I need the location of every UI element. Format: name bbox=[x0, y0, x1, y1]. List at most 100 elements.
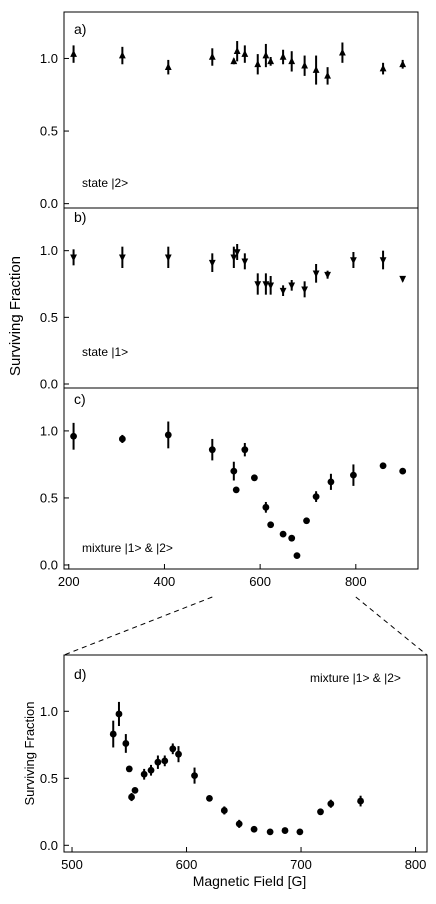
panel-label: d) bbox=[74, 666, 86, 682]
data-point bbox=[191, 772, 198, 780]
y-tick-label: 1.0 bbox=[40, 423, 58, 438]
data-point bbox=[301, 61, 309, 69]
x-tick-label: 400 bbox=[154, 574, 176, 589]
series-annotation: state |1> bbox=[82, 345, 128, 359]
plot-frame bbox=[63, 207, 419, 389]
x-tick-label: 700 bbox=[290, 857, 312, 872]
data-point bbox=[175, 750, 182, 758]
data-point bbox=[235, 820, 243, 828]
data-point bbox=[254, 60, 262, 68]
data-point bbox=[279, 52, 287, 60]
x-tick-label: 800 bbox=[345, 574, 367, 589]
data-point bbox=[301, 286, 309, 294]
data-point bbox=[327, 800, 335, 808]
data-point bbox=[109, 730, 117, 738]
zoom-connectors bbox=[63, 596, 428, 656]
data-point bbox=[241, 49, 249, 57]
data-point bbox=[140, 770, 148, 778]
panel-0: 0.0 0.5 1.0 a) state |2> bbox=[40, 11, 419, 211]
x-axis-label: Magnetic Field [G] bbox=[193, 873, 307, 889]
data-point bbox=[279, 530, 287, 538]
data-point bbox=[70, 49, 77, 57]
panel-2: 0.0 0.5 1.0 200 400 600 800 c) mixture |1> & |2> bbox=[40, 387, 419, 589]
y-tick-label: 0.5 bbox=[40, 124, 58, 139]
data-point bbox=[262, 281, 270, 289]
data-point bbox=[220, 807, 228, 814]
data-point bbox=[118, 435, 126, 443]
data-point bbox=[327, 478, 335, 486]
data-point bbox=[281, 827, 289, 834]
series-annotation: state |2> bbox=[82, 176, 128, 190]
data-point bbox=[267, 57, 275, 65]
shared-y-axis-label: Surviving Fraction bbox=[7, 256, 24, 376]
data-point bbox=[70, 254, 77, 262]
data-point bbox=[350, 471, 357, 479]
y-tick-label: 1.0 bbox=[40, 51, 58, 66]
y-tick-label: 0.0 bbox=[40, 838, 58, 853]
data-point bbox=[118, 254, 126, 262]
data-point bbox=[230, 57, 238, 65]
y-axis-label: Surviving Fraction bbox=[22, 701, 37, 805]
data-point bbox=[267, 521, 275, 529]
y-tick-label: 0.0 bbox=[40, 196, 58, 211]
data-point bbox=[250, 825, 258, 833]
data-point bbox=[118, 51, 126, 59]
data-point bbox=[357, 797, 364, 805]
data-point bbox=[279, 287, 287, 295]
data-point bbox=[230, 254, 238, 262]
data-point bbox=[293, 552, 301, 559]
panels-layer: 0.0 0.5 1.0 a) state |2> 0.0 0.5 1.0 b) state |1>… bbox=[22, 11, 428, 889]
data-point bbox=[232, 486, 240, 494]
panel-1: 0.0 0.5 1.0 b) state |1> bbox=[40, 207, 419, 392]
x-tick-label: 600 bbox=[249, 574, 271, 589]
data-point bbox=[70, 432, 77, 440]
data-point bbox=[296, 828, 304, 836]
y-tick-label: 0.0 bbox=[40, 377, 58, 392]
data-point bbox=[312, 270, 320, 278]
data-point bbox=[250, 474, 258, 482]
data-point bbox=[208, 52, 216, 60]
data-point bbox=[164, 62, 172, 70]
data-point bbox=[262, 503, 270, 511]
series-annotation: mixture |1> & |2> bbox=[82, 541, 173, 555]
y-tick-label: 1.0 bbox=[40, 704, 58, 719]
data-point bbox=[339, 48, 346, 56]
data-point bbox=[399, 60, 407, 68]
data-point bbox=[262, 51, 270, 59]
data-point bbox=[147, 766, 155, 774]
x-tick-label: 500 bbox=[61, 857, 83, 872]
panel-3: 0.0 0.5 1.0 500 600 700 800 d) mixture |1> & |2>… bbox=[22, 654, 428, 889]
data-point bbox=[288, 534, 296, 542]
data-point bbox=[131, 786, 139, 794]
data-point bbox=[164, 254, 172, 262]
panel-label: a) bbox=[74, 21, 86, 37]
data-point bbox=[208, 259, 216, 267]
data-point bbox=[324, 71, 331, 79]
data-point bbox=[115, 710, 123, 718]
data-point bbox=[125, 765, 133, 773]
data-point bbox=[266, 828, 274, 836]
plot-frame bbox=[63, 387, 419, 570]
data-point bbox=[324, 271, 331, 279]
data-point bbox=[233, 47, 241, 54]
data-point bbox=[241, 446, 249, 454]
data-point bbox=[379, 64, 387, 72]
data-point bbox=[288, 282, 296, 290]
data-point bbox=[379, 257, 387, 265]
data-point bbox=[206, 794, 213, 802]
y-tick-label: 0.5 bbox=[40, 490, 58, 505]
data-point bbox=[399, 275, 407, 283]
data-point bbox=[230, 467, 238, 475]
data-point bbox=[128, 793, 135, 801]
y-tick-label: 0.5 bbox=[40, 771, 58, 786]
data-point bbox=[122, 740, 130, 747]
data-point bbox=[164, 431, 172, 439]
data-point bbox=[241, 258, 249, 266]
data-point bbox=[169, 745, 177, 753]
y-tick-label: 0.0 bbox=[40, 557, 58, 572]
data-point bbox=[303, 517, 310, 525]
panel-label: c) bbox=[74, 391, 86, 407]
x-tick-label: 600 bbox=[176, 857, 198, 872]
data-point bbox=[379, 462, 387, 470]
data-point bbox=[161, 757, 169, 765]
